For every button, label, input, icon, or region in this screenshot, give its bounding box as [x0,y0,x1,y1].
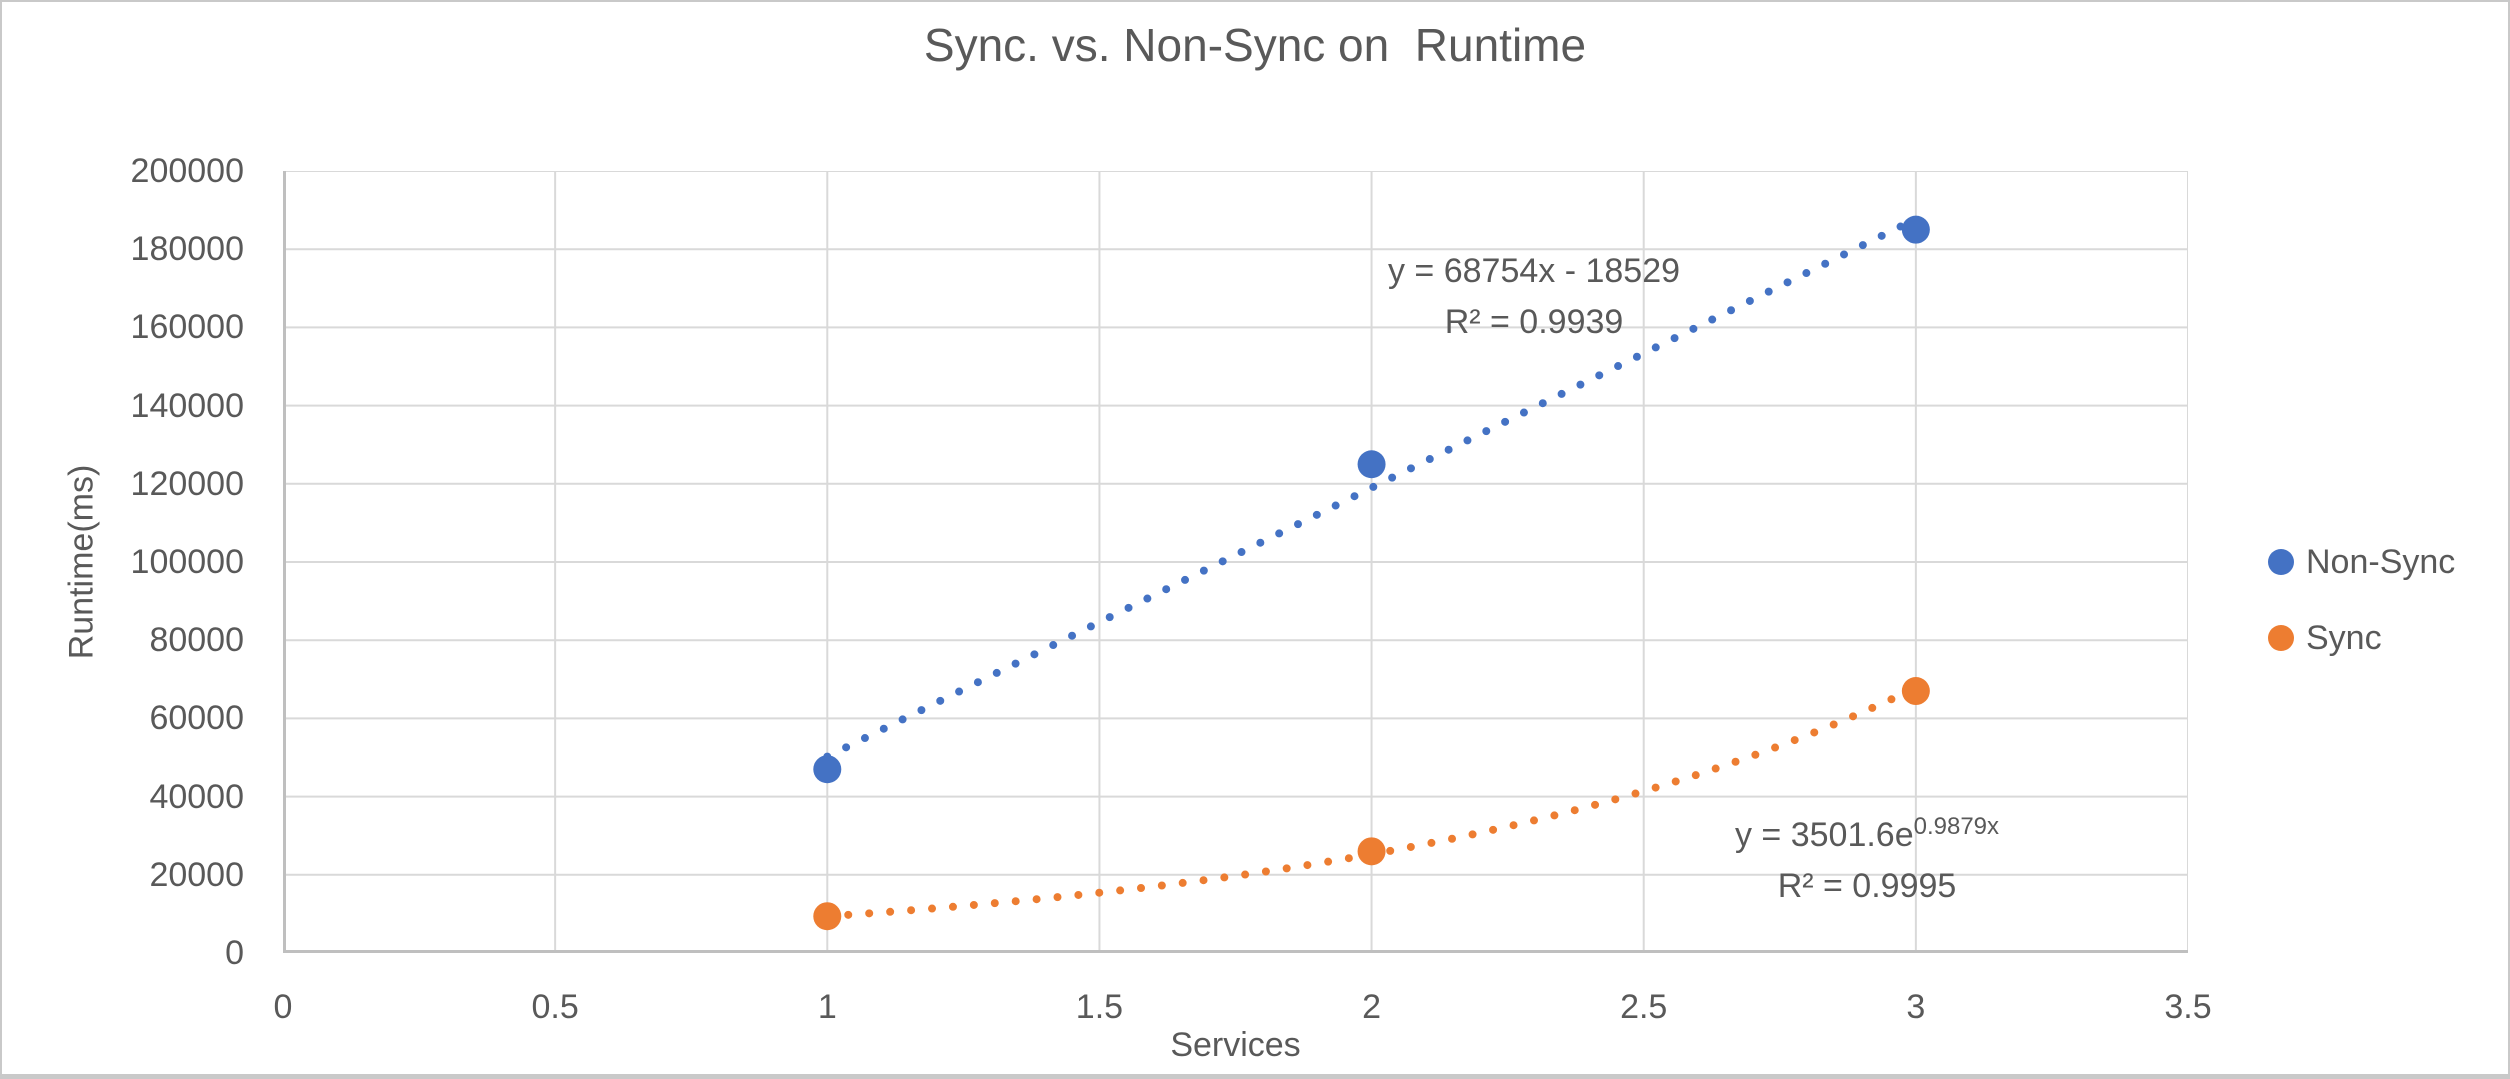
sync-data-point [1357,837,1386,866]
y-tick-label: 200000 [130,152,244,190]
y-tick-label: 60000 [149,699,244,738]
y-tick-label: 80000 [149,621,244,660]
sync-equation-exponent: 0.9879x [1913,813,2000,840]
nonsync-trendline-equation: y = 68754x - 18529 R² = 0.9939 [1234,246,1834,348]
legend-item-sync: Sync [2268,618,2382,657]
nonsync-equation-text: y = 68754x - 18529 [1387,252,1681,290]
nonsync-legend-label: Non-Sync [2306,542,2456,581]
sync-r2-text: R² = 0.9995 [1777,867,1957,905]
x-tick-label: 2 [1362,988,1382,1026]
y-tick-label: 140000 [130,386,244,425]
non-sync-data-point [1357,450,1386,479]
y-tick-label: 40000 [149,777,244,816]
y-tick-label: 100000 [130,543,244,581]
plot-area [283,171,2188,953]
y-tick-label: 20000 [149,855,244,894]
x-axis-title: Services [1170,1026,1301,1064]
x-tick-label: 3.5 [2164,988,2212,1026]
sync-trendline-equation: y = 3501.6e0.9879x R² = 0.9995 [1567,801,2167,912]
nonsync-r2-text: R² = 0.9939 [1444,303,1624,341]
sync-data-point [813,902,842,931]
y-tick-label: 180000 [130,230,244,269]
y-tick-label: 0 [225,934,244,972]
non-sync-data-point [813,755,842,784]
sync-data-point [1901,677,1930,706]
legend-item-nonsync: Non-Sync [2268,542,2456,581]
nonsync-trendline [823,214,1920,761]
y-tick-label: 120000 [130,464,244,503]
chart-title: Sync. vs. Non-Sync on Runtime [923,19,1587,71]
x-tick-label: 0 [273,988,293,1026]
y-axis-title: Runtime(ms) [62,464,101,660]
sync-legend-label: Sync [2306,618,2382,657]
non-sync-data-point [1901,215,1930,244]
x-tick-label: 1.5 [1075,988,1124,1026]
x-tick-label: 2.5 [1620,988,1668,1026]
sync-legend-marker-icon [2268,625,2294,651]
sync-equation-base: y = 3501.6e [1734,816,1914,854]
nonsync-legend-marker-icon [2268,549,2294,575]
x-tick-label: 3 [1906,988,1926,1026]
y-tick-label: 160000 [130,308,244,347]
x-tick-label: 1 [817,988,837,1026]
x-tick-label: 0.5 [531,988,579,1026]
